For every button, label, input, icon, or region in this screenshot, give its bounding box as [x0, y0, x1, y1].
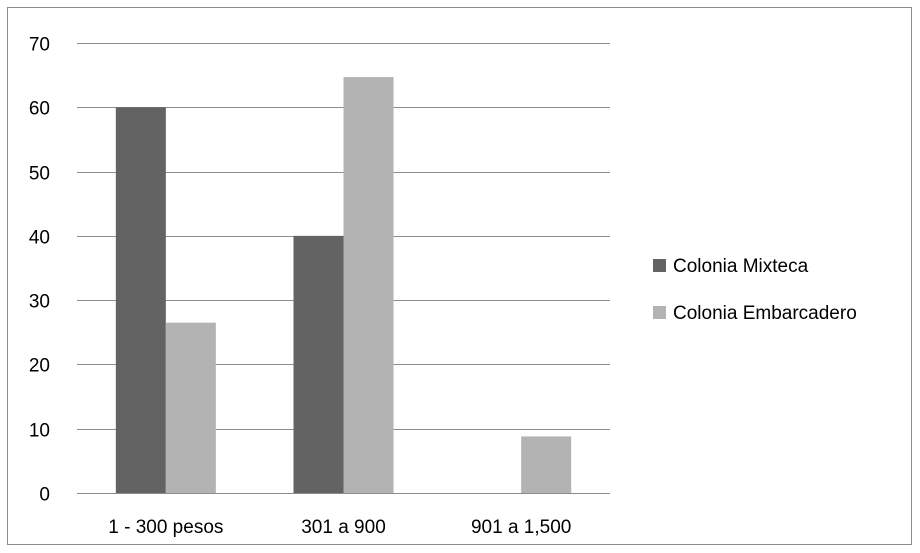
- x-tick-label: 301 a 900: [301, 517, 386, 538]
- x-tick-label: 1 - 300 pesos: [108, 517, 223, 538]
- y-tick-label: 10: [29, 421, 50, 442]
- y-tick-label: 40: [29, 228, 50, 249]
- y-tick-label: 50: [29, 164, 50, 185]
- legend-swatch: [653, 259, 666, 272]
- bar-colonia-embarcadero-1: [343, 77, 394, 494]
- y-tick-label: 0: [39, 485, 50, 506]
- bar-colonia-embarcadero-2: [521, 436, 572, 493]
- y-tick-label: 70: [29, 35, 50, 56]
- y-tick-label: 30: [29, 292, 50, 313]
- bars: [115, 77, 572, 494]
- x-axis-tick-labels: 1 - 300 pesos 301 a 900 901 a 1,500: [108, 517, 571, 538]
- legend-swatch: [653, 306, 666, 319]
- legend-label: Colonia Mixteca: [673, 256, 809, 277]
- legend-label: Colonia Embarcadero: [673, 303, 857, 324]
- y-tick-label: 60: [29, 99, 50, 120]
- y-tick-label: 20: [29, 356, 50, 377]
- x-tick-label: 901 a 1,500: [471, 517, 571, 538]
- bar-colonia-mixteca-0: [115, 107, 166, 494]
- bar-colonia-mixteca-1: [293, 235, 344, 493]
- y-axis-tick-labels: 0 10 20 30 40 50 60 70: [29, 35, 50, 506]
- bar-colonia-embarcadero-0: [165, 322, 216, 493]
- legend: Colonia Mixteca Colonia Embarcadero: [653, 256, 857, 324]
